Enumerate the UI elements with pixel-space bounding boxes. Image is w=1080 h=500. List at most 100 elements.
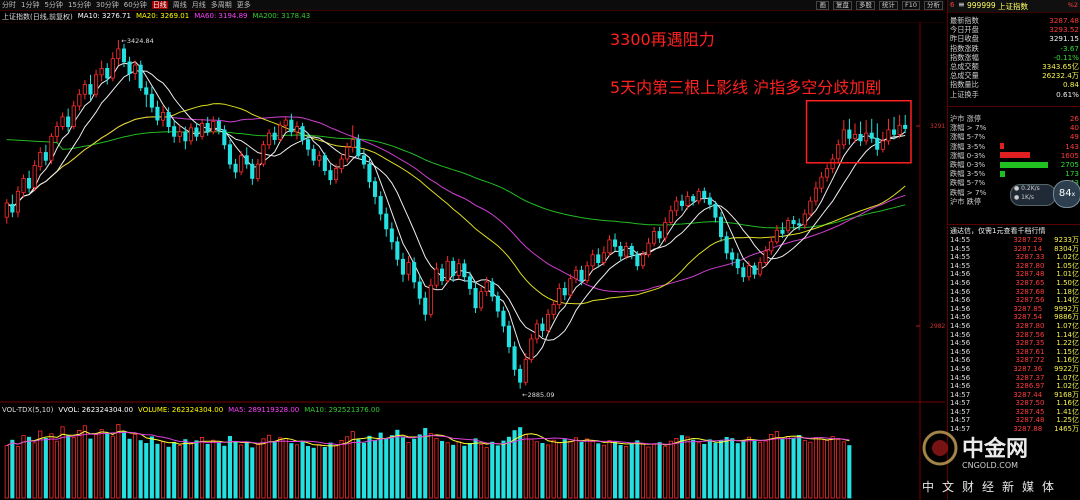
period-tab-1[interactable]: 1分钟 <box>21 1 40 9</box>
tool-button-5[interactable]: 分析 <box>924 1 943 10</box>
volume-bar <box>266 434 272 499</box>
period-tab-3[interactable]: 15分钟 <box>67 1 91 9</box>
percent-circle[interactable]: 84x <box>1053 180 1080 208</box>
breadth-count: 26 <box>1069 114 1079 123</box>
candle-down <box>713 203 718 218</box>
volume-bar <box>746 436 751 499</box>
tick-list[interactable]: 14:55 3287.29 9233万 14:55 3287.14 8304万 14:55 3… <box>948 236 1080 434</box>
volume-bar <box>780 438 785 499</box>
tool-buttons: 画复盘 多股 统计 F10 分析 <box>816 1 943 10</box>
volume-bar <box>160 441 166 499</box>
tick-price: 3287.56 <box>1015 296 1045 305</box>
period-tab-7[interactable]: 周线 <box>172 1 187 9</box>
candle-up <box>21 177 26 193</box>
tick-row: 14:56 3287.56 1.14亿 <box>948 296 1080 305</box>
period-tab-0[interactable]: 分时 <box>2 1 16 9</box>
period-tab-9[interactable]: 多周期 <box>210 1 232 9</box>
stat-value: 3291.15 <box>1049 34 1079 44</box>
candle-up <box>841 129 846 146</box>
kline-chart[interactable]: 3291 2982 ←3424.84 ←2885.09 <box>0 22 945 500</box>
period-tab-6[interactable]: 日线 <box>151 1 168 9</box>
volume-bar <box>244 442 249 499</box>
panel-corner-label: %2 <box>1067 1 1078 9</box>
candle-up <box>819 176 824 189</box>
candle-down <box>735 258 740 269</box>
breadth-row: 涨幅 3-5% 143 <box>948 142 1080 151</box>
volume-bar <box>222 445 227 499</box>
volume-bar <box>82 425 87 499</box>
tick-volume: 9233万 <box>1054 236 1079 244</box>
panel-code: 6 <box>950 1 955 9</box>
candle-up <box>585 265 590 282</box>
candle-down <box>372 181 378 197</box>
period-tab-8[interactable]: 月线 <box>191 1 206 9</box>
breadth-bar <box>1000 161 1048 168</box>
candle-down <box>462 263 467 278</box>
stat-label: 总成交额 <box>950 62 979 72</box>
tick-time: 14:57 <box>950 416 971 425</box>
tick-row: 14:57 3287.48 1.25亿 <box>948 416 1080 425</box>
candle-up <box>763 250 768 263</box>
tool-button-1[interactable]: 复盘 <box>832 1 852 10</box>
period-tab-5[interactable]: 60分钟 <box>123 1 147 9</box>
volume-bar <box>350 431 355 499</box>
tick-time: 14:56 <box>950 321 971 330</box>
tool-button-4[interactable]: F10 <box>901 1 920 10</box>
candle-down <box>395 241 400 260</box>
breadth-label: 涨幅 > 7% <box>950 123 987 133</box>
notice-link[interactable]: 通达信，仅需1元查看千档行情 <box>950 227 1046 235</box>
period-tab-10[interactable]: 更多 <box>236 1 251 9</box>
candle-up <box>674 200 679 212</box>
breadth-label: 跌幅 5-7% <box>950 178 986 188</box>
tick-volume: 1.22亿 <box>1056 339 1079 348</box>
volume-legend: VOL-TDX(5,10) VVOL: 262324304.00 VOLUME:… <box>2 406 380 414</box>
tick-volume: 1.18亿 <box>1056 287 1079 296</box>
candle-up <box>601 252 606 263</box>
candle-down <box>679 200 684 207</box>
candle-up <box>685 196 690 207</box>
candle-up <box>557 287 562 305</box>
candle-up <box>32 165 37 188</box>
tool-button-3[interactable]: 统计 <box>878 1 898 10</box>
volume-bar <box>735 443 740 499</box>
tick-volume: 1.15亿 <box>1056 347 1079 356</box>
volume-bar <box>836 438 841 499</box>
tick-time: 14:57 <box>950 425 971 434</box>
candle-up <box>94 74 99 95</box>
volume-bar <box>149 436 154 499</box>
volume-bar <box>501 440 506 499</box>
tick-row: 14:56 3287.80 1.07亿 <box>948 322 1080 331</box>
volume-bar <box>26 436 32 499</box>
stat-row: 今日开盘 3293.52 <box>948 25 1080 34</box>
tick-volume: 9922万 <box>1054 364 1079 373</box>
candle-up <box>49 135 54 161</box>
candle-up <box>646 242 651 256</box>
tick-volume: 1.16亿 <box>1056 356 1079 365</box>
volume-bar <box>484 447 489 499</box>
volume-bar <box>333 445 339 499</box>
volume-bar <box>596 443 601 499</box>
tick-row: 14:56 3287.56 1.14亿 <box>948 331 1080 340</box>
volume-bar <box>786 435 791 499</box>
candle-up <box>774 229 779 243</box>
candle-down <box>389 228 394 243</box>
volume-bar <box>825 439 830 499</box>
tick-row: 14:56 3287.54 9886万 <box>948 313 1080 322</box>
volume-bar <box>423 427 428 499</box>
tool-button-0[interactable]: 画 <box>816 1 829 10</box>
period-tab-2[interactable]: 5分钟 <box>44 1 63 9</box>
period-tab-4[interactable]: 30分钟 <box>95 1 119 9</box>
menu-icon[interactable]: ≡ <box>958 0 965 9</box>
tick-row: 14:55 3287.33 1.02亿 <box>948 253 1080 262</box>
candle-up <box>523 359 528 383</box>
candle-up <box>350 139 355 148</box>
volume-bar <box>38 430 43 499</box>
candle-down <box>730 252 735 260</box>
tick-time: 14:56 <box>950 364 971 373</box>
candle-up <box>808 200 813 215</box>
volume-bar <box>562 439 567 499</box>
candle-down <box>305 139 311 150</box>
volume-bar <box>199 436 205 499</box>
tick-time: 14:57 <box>950 407 971 416</box>
tool-button-2[interactable]: 多股 <box>855 1 875 10</box>
